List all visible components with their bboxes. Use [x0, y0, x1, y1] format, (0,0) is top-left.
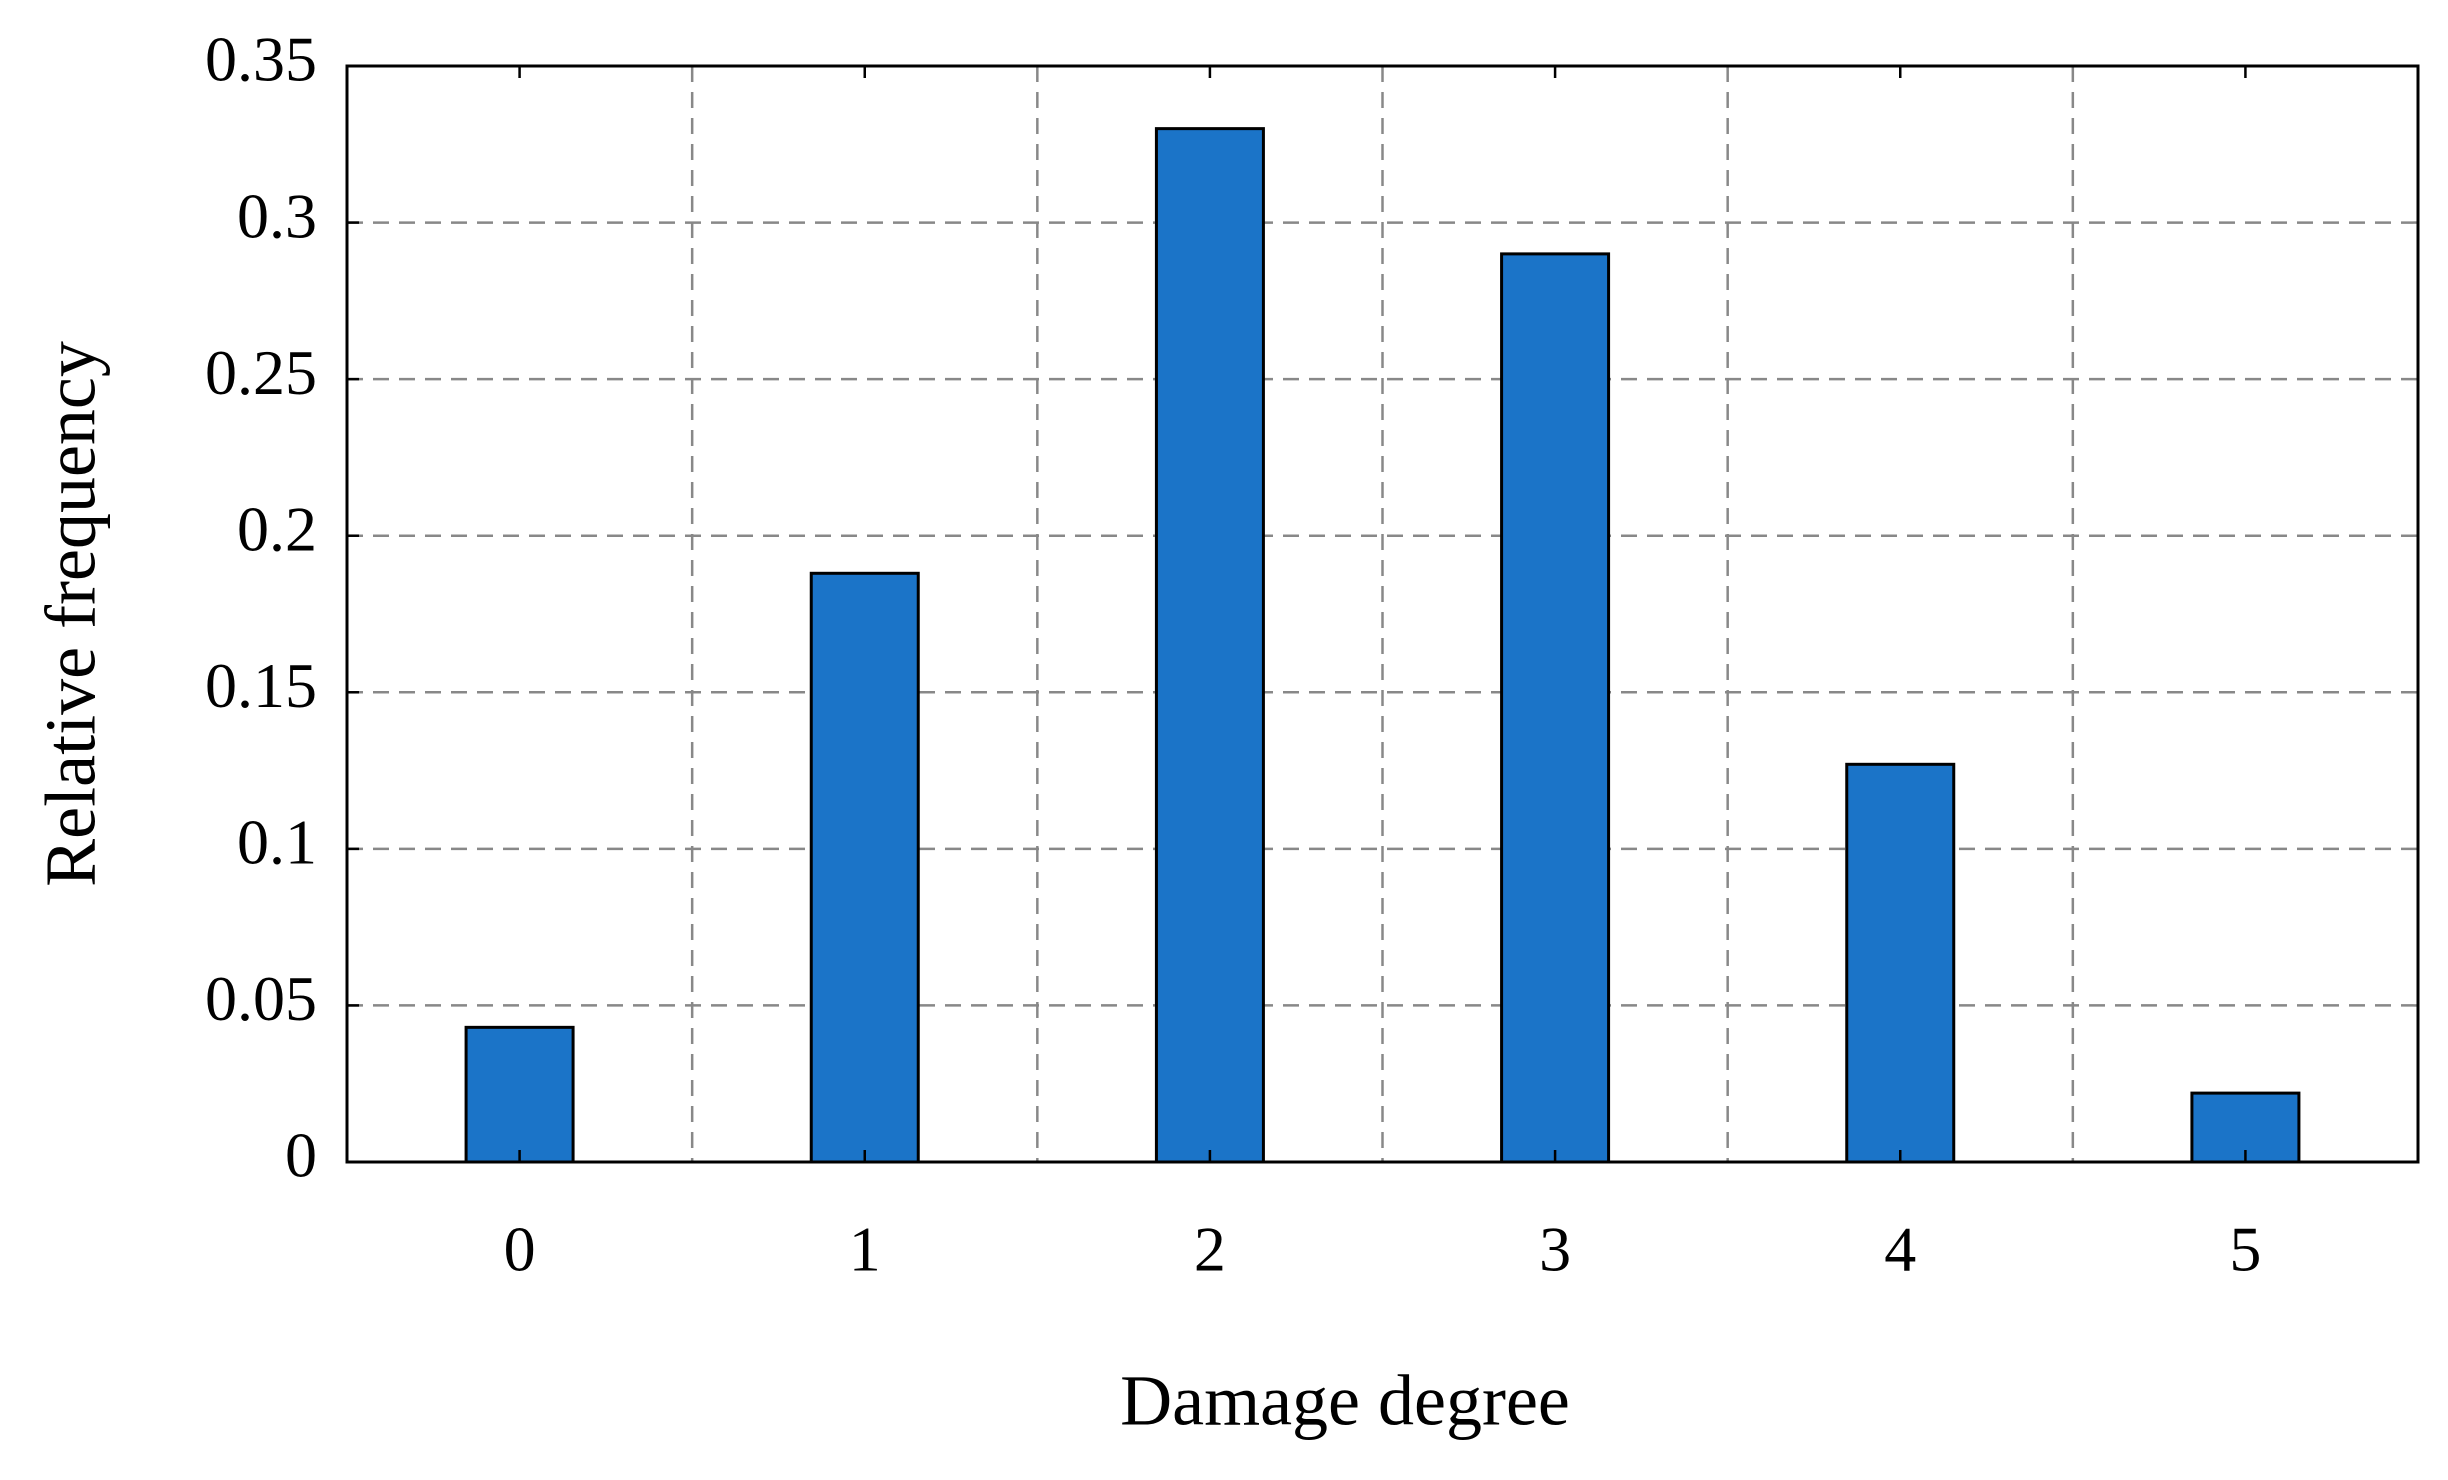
- x-tick-label: 1: [849, 1214, 881, 1285]
- bar: [1154, 127, 1265, 1164]
- x-tick-label: 3: [1539, 1214, 1571, 1285]
- y-axis-label: Relative frequency: [31, 341, 111, 887]
- bar: [1845, 762, 1956, 1164]
- x-tick-label: 2: [1194, 1214, 1226, 1285]
- bar: [1500, 252, 1611, 1164]
- y-tick-label: 0.25: [205, 337, 317, 408]
- x-tick-label: 0: [504, 1214, 536, 1285]
- plot-frame: [345, 64, 2420, 1164]
- y-tick-label: 0.15: [205, 650, 317, 721]
- y-tick-label: 0.05: [205, 963, 317, 1034]
- bar: [464, 1025, 575, 1164]
- y-tick-label: 0.1: [237, 807, 317, 878]
- y-tick-label: 0.3: [237, 180, 317, 251]
- bar: [809, 571, 920, 1164]
- x-axis-label: Damage degree: [1120, 1361, 1570, 1441]
- y-tick-label: 0.35: [205, 24, 317, 95]
- y-tick-label: 0.2: [237, 493, 317, 564]
- y-tick-label: 0: [285, 1120, 317, 1191]
- x-tick-label: 4: [1884, 1214, 1916, 1285]
- x-tick-label: 5: [2229, 1214, 2261, 1285]
